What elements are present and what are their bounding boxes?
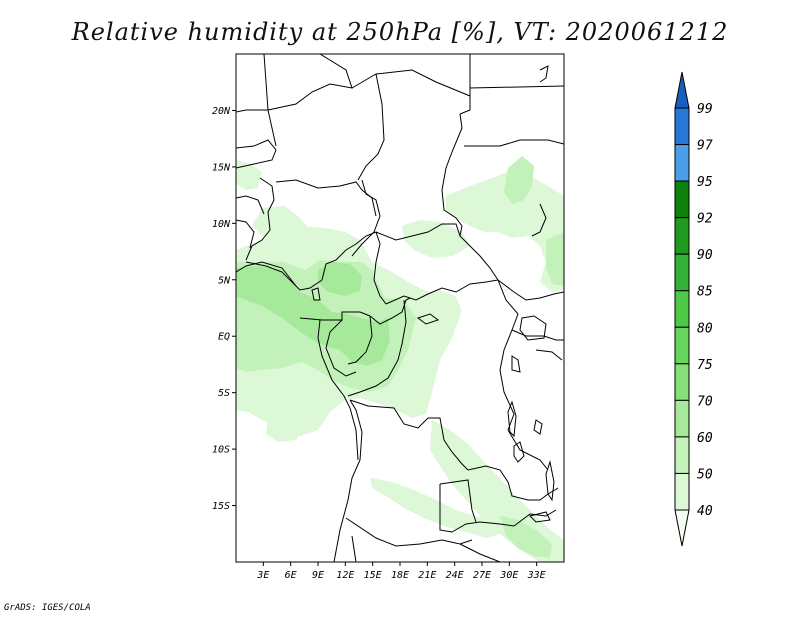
colorbar-label: 60 [697, 431, 713, 446]
humidity-area-angola-band [430, 420, 564, 562]
lon-tick-label: 24E [446, 570, 464, 581]
lon-tick-label: 27E [473, 570, 491, 581]
lat-tick-label: 15S [212, 501, 230, 512]
colorbar-bottom-arrow [674, 509, 690, 547]
colorbar-label: 97 [697, 139, 713, 154]
latitude-axis: 20N 15N 10N 5N EQ 5S 10S 15S [212, 106, 236, 512]
colorbar-label: 95 [697, 175, 713, 190]
colorbar-label: 90 [697, 248, 713, 263]
humidity-area-central-strip [410, 290, 462, 388]
lon-tick-label: 15E [364, 570, 382, 581]
humidity-area-sw-band [370, 478, 500, 538]
lon-tick-label: 12E [336, 570, 354, 581]
colorbar-label: 40 [697, 504, 713, 519]
colorbar-label: 70 [697, 394, 713, 409]
humidity-area-gabon-patch [318, 262, 362, 296]
colorbar-segment [674, 290, 690, 328]
chart-title: Relative humidity at 250hPa [%], VT: 202… [71, 18, 729, 46]
lon-tick-label: 30E [499, 570, 518, 581]
colorbar-segment [674, 399, 690, 438]
colorbar-label: 75 [697, 358, 713, 373]
colorbar: 40 50 60 70 75 80 85 90 92 95 97 99 [674, 71, 713, 547]
colorbar-label: 50 [697, 467, 713, 482]
humidity-area-west-coast-small [266, 416, 304, 442]
humidity-area-south-strong [500, 516, 552, 558]
colorbar-segment [674, 472, 690, 511]
colorbar-label: 92 [697, 212, 713, 227]
colorbar-segment [674, 107, 690, 146]
lat-tick-label: 10N [212, 219, 231, 230]
lon-tick-label: 6E [285, 570, 297, 581]
colorbar-segment [674, 180, 690, 219]
lon-tick-label: 9E [312, 570, 324, 581]
lat-tick-label: EQ [218, 332, 230, 343]
colorbar-label: 80 [697, 321, 713, 336]
colorbar-segment [674, 217, 690, 255]
humidity-area-north-patch-2 [402, 220, 470, 258]
colorbar-segment [674, 144, 690, 182]
humidity-area-nw-small [236, 160, 262, 190]
colorbar-top-arrow [674, 71, 690, 109]
lat-tick-label: 5S [218, 388, 230, 399]
colorbar-segment [674, 363, 690, 401]
lon-tick-label: 3E [256, 570, 269, 581]
colorbar-segment [674, 326, 690, 365]
lat-tick-label: 10S [212, 445, 230, 456]
lon-tick-label: 33E [527, 570, 546, 581]
colorbar-segment [674, 436, 690, 474]
lat-tick-label: 20N [212, 106, 231, 117]
humidity-area-sahel-east [446, 170, 564, 292]
colorbar-label: 99 [697, 102, 713, 117]
lat-tick-label: 15N [212, 162, 231, 173]
colorbar-label: 85 [697, 285, 713, 300]
lon-tick-label: 18E [391, 570, 409, 581]
lon-tick-label: 21E [418, 570, 436, 581]
lat-tick-label: 5N [218, 275, 231, 286]
humidity-area-east-edge [546, 232, 564, 286]
humidity-area-coastal-strong [236, 266, 390, 366]
humidity-area-sahel-core [504, 156, 534, 204]
colorbar-segment [674, 253, 690, 292]
longitude-axis: 3E 6E 9E 12E 15E 18E 21E 24E 27E 30E 33E [256, 562, 546, 581]
credit-label: GrADS: IGES/COLA [4, 603, 91, 613]
country-borders [236, 54, 564, 562]
